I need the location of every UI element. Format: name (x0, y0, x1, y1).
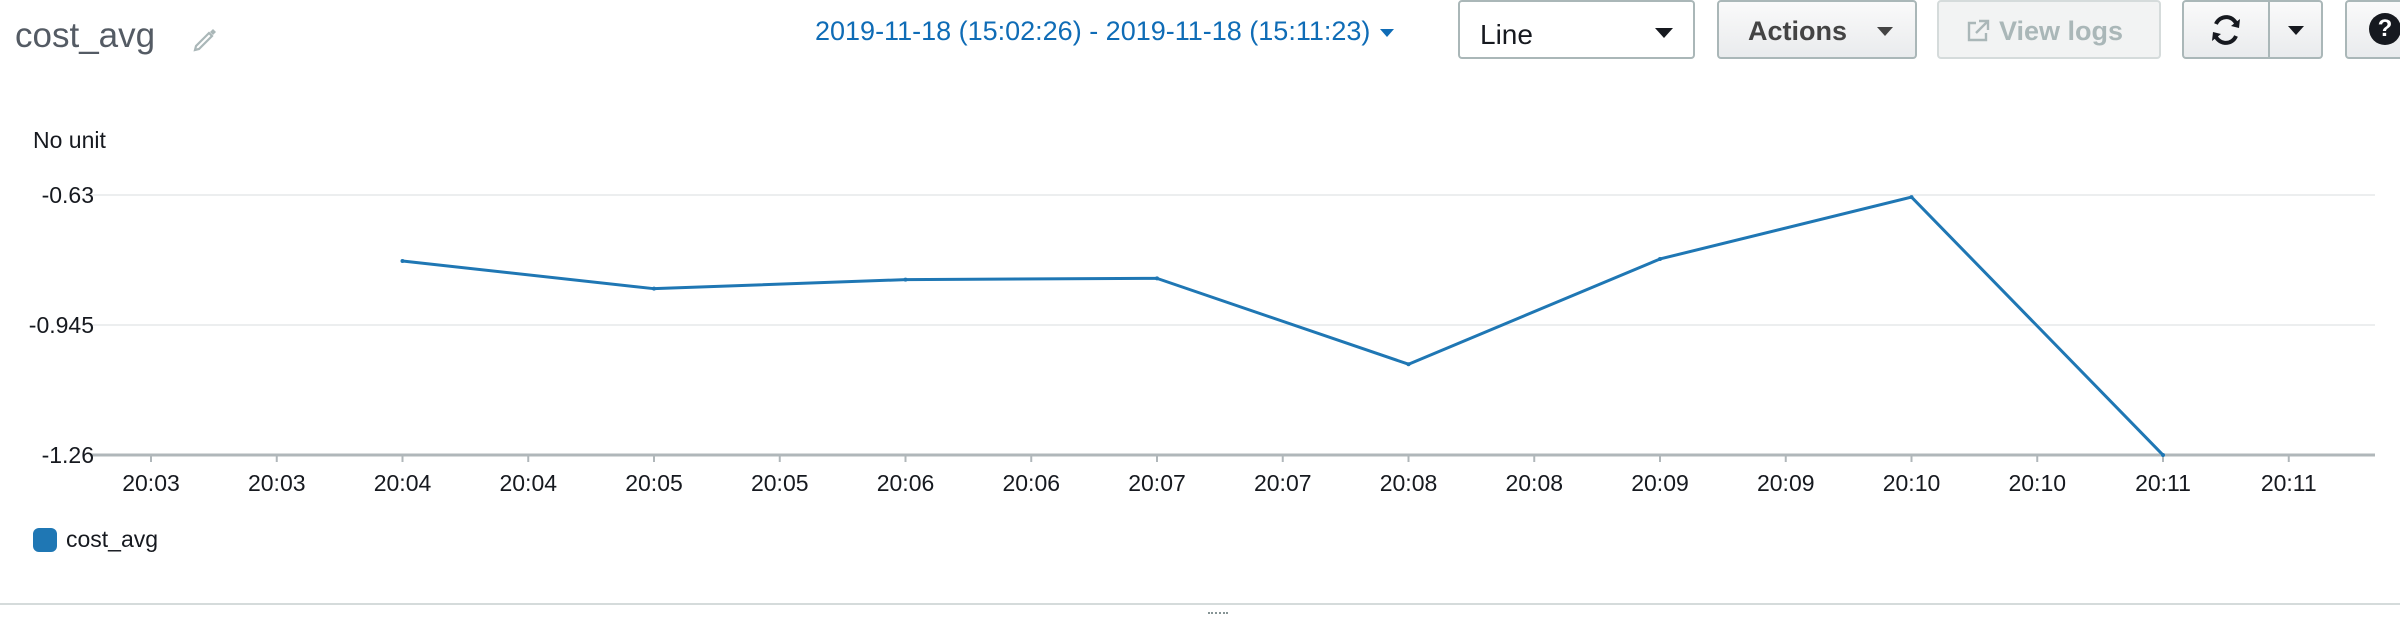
data-point (2161, 453, 2165, 457)
data-point (1406, 362, 1411, 367)
data-point (400, 259, 405, 264)
data-point (1909, 195, 1914, 200)
resize-handle[interactable] (1208, 612, 1228, 618)
x-tick-label: 20:06 (1002, 470, 1060, 496)
x-tick-label: 20:11 (2261, 470, 2317, 496)
external-link-icon (1967, 19, 1990, 42)
x-tick-label: 20:06 (877, 470, 935, 496)
x-tick-label: 20:10 (1883, 470, 1941, 496)
data-point (652, 286, 656, 291)
x-tick-label: 20:11 (2135, 470, 2191, 496)
x-tick-label: 20:05 (625, 470, 683, 496)
y-tick-label: -0.63 (42, 182, 94, 208)
chart-type-select[interactable]: Line (1458, 0, 1695, 59)
x-tick-label: 20:03 (248, 470, 306, 496)
x-tick-label: 20:03 (122, 470, 180, 496)
chevron-down-icon (1380, 28, 1395, 37)
chevron-down-icon (2288, 26, 2304, 35)
x-tick-label: 20:07 (1254, 470, 1312, 496)
view-logs-button[interactable]: View logs (1937, 0, 2161, 59)
time-range-label: 2019-11-18 (15:02:26) - 2019-11-18 (15:1… (815, 16, 1371, 46)
time-range-selector[interactable]: 2019-11-18 (15:02:26) - 2019-11-18 (15:1… (815, 16, 1395, 47)
pencil-icon[interactable] (190, 24, 220, 54)
y-tick-label: -0.945 (29, 312, 94, 338)
help-icon: ? (2369, 13, 2400, 45)
panel-divider (0, 603, 2400, 605)
x-tick-label: 20:09 (1757, 470, 1815, 496)
actions-label: Actions (1748, 16, 1848, 46)
view-logs-label: View logs (1999, 16, 2124, 46)
help-button[interactable]: ? (2345, 0, 2400, 59)
x-tick-label: 20:10 (2008, 470, 2066, 496)
line-chart: No unit -0.63 -0.945 -1.26 20:03 20:03 20:04… (29, 127, 2375, 496)
refresh-icon (2212, 15, 2240, 45)
x-tick-label: 20:09 (1631, 470, 1689, 496)
refresh-options-button[interactable] (2268, 0, 2323, 59)
y-unit-label: No unit (33, 127, 106, 153)
legend-swatch (33, 528, 57, 552)
chevron-down-icon (1877, 27, 1893, 36)
x-tick-label: 20:05 (751, 470, 809, 496)
chevron-down-icon (1655, 28, 1673, 38)
data-point (1658, 256, 1662, 261)
x-tick-label: 20:08 (1505, 470, 1563, 496)
y-tick-label: -1.26 (42, 442, 94, 468)
x-tick-label: 20:04 (374, 470, 432, 496)
x-tick-label: 20:08 (1380, 470, 1438, 496)
series-line-cost_avg (402, 195, 2165, 457)
data-point (903, 277, 908, 282)
actions-button[interactable]: Actions (1717, 0, 1917, 59)
refresh-button[interactable] (2182, 0, 2270, 59)
legend-label: cost_avg (66, 526, 159, 552)
chart-type-value: Line (1480, 19, 1533, 50)
x-tick-label: 20:04 (499, 470, 557, 496)
data-point (1155, 276, 1159, 281)
x-tick-label: 20:07 (1128, 470, 1186, 496)
page-title: cost_avg (15, 16, 156, 55)
